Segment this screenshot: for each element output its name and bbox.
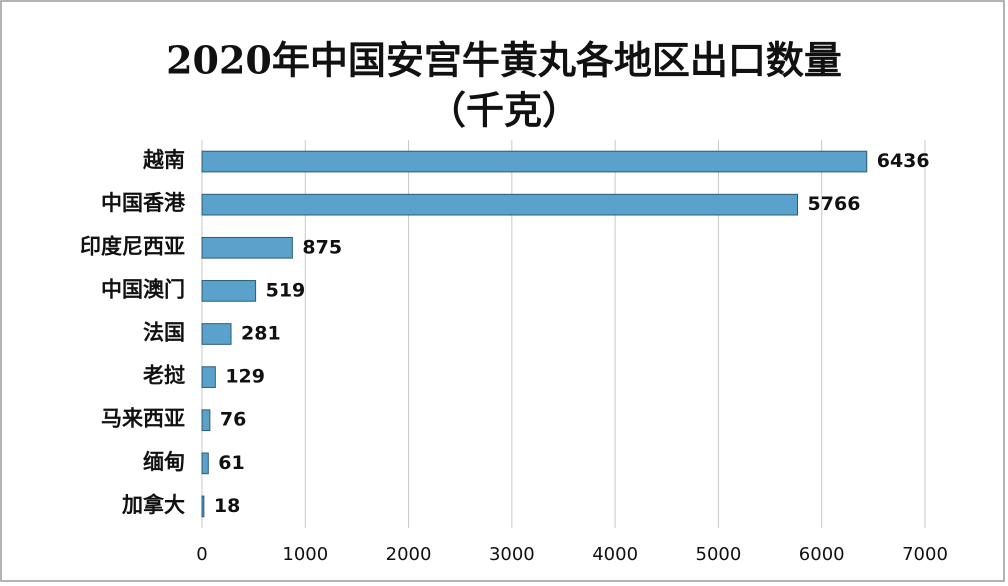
x-tick-label: 3000: [489, 544, 535, 565]
bar: [201, 193, 799, 216]
value-label: 281: [241, 323, 281, 345]
value-label: 5766: [808, 193, 861, 215]
value-label: 129: [225, 366, 265, 388]
value-label: 6436: [877, 150, 930, 172]
bar: [201, 366, 216, 388]
x-tick-label: 6000: [799, 544, 845, 565]
x-tick-label: 7000: [902, 544, 948, 565]
y-tick-label: 中国香港: [101, 190, 186, 215]
chart-title-unit: （千克）: [428, 88, 580, 133]
y-tick-label: 印度尼西亚: [80, 233, 185, 258]
bar: [201, 280, 257, 302]
x-tick-label: 0: [196, 544, 207, 565]
bar: [201, 150, 868, 173]
y-tick-label: 缅甸: [143, 449, 185, 474]
y-tick-label: 越南: [142, 147, 185, 172]
x-tick-label: 1000: [282, 544, 328, 565]
bar: [201, 452, 209, 475]
x-tick-label: 5000: [696, 544, 742, 565]
bar: [201, 236, 293, 259]
value-label: 18: [214, 495, 240, 517]
value-label: 875: [302, 236, 342, 258]
chart-title: 2020年中国安宫牛黄丸各地区出口数量: [166, 38, 842, 83]
y-tick-label: 法国: [143, 320, 185, 345]
value-label: 61: [218, 452, 244, 474]
value-label: 76: [220, 409, 246, 431]
bar: [201, 323, 232, 345]
y-tick-label: 加拿大: [121, 492, 185, 517]
y-tick-label: 老挝: [143, 363, 186, 388]
x-tick-label: 2000: [386, 544, 432, 565]
y-tick-label: 马来西亚: [101, 406, 185, 431]
bar: [201, 495, 205, 518]
x-tick-label: 4000: [592, 544, 638, 565]
bar: [201, 409, 211, 432]
y-tick-label: 中国澳门: [101, 276, 185, 301]
value-label: 519: [266, 279, 306, 301]
